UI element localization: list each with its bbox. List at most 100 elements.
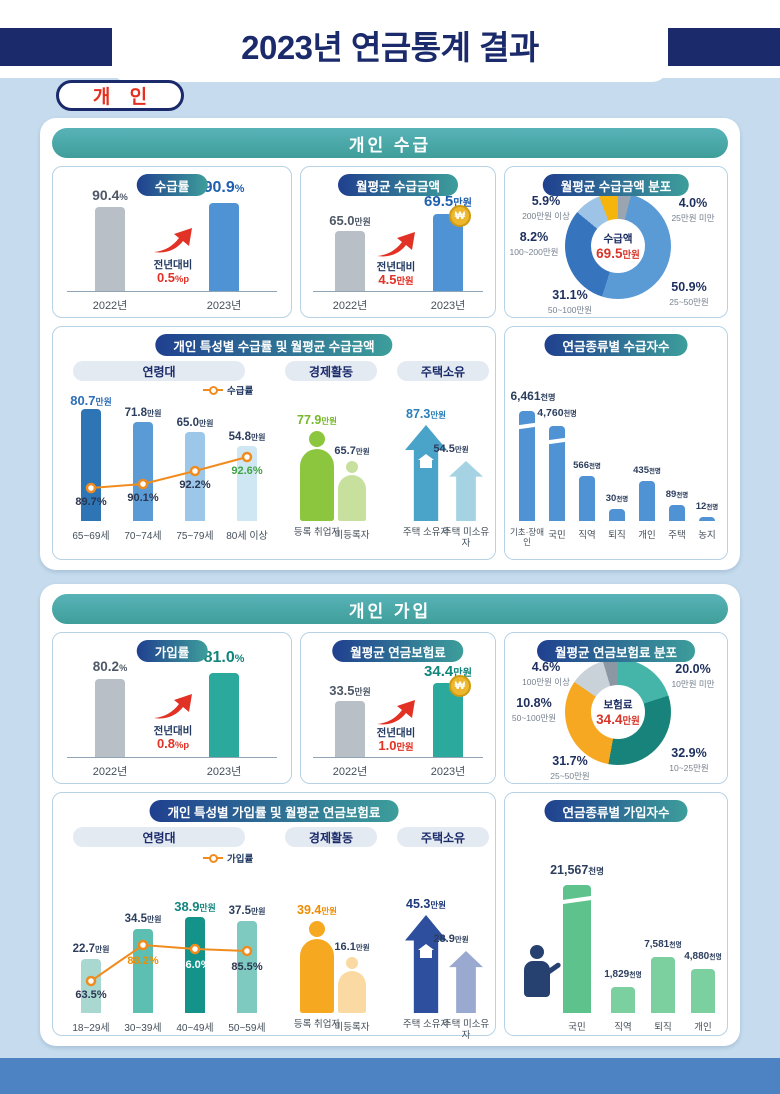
- increase-arrow-icon: [377, 232, 415, 257]
- worker-pictogram: [299, 431, 335, 521]
- house-cat: 주택 소유자: [402, 527, 450, 538]
- x-axis: [67, 757, 277, 758]
- bar-2022: [335, 701, 365, 757]
- slice-label: 5.9% 200만원 이상: [522, 194, 570, 221]
- type-bar: [579, 476, 595, 521]
- type-value: 89천명: [665, 489, 689, 500]
- delta-label: 전년대비: [376, 727, 416, 739]
- house-group-label: 주택소유: [397, 827, 489, 847]
- cat-2023: 2023년: [430, 766, 466, 778]
- house-icon: [418, 453, 434, 468]
- age-cat: 70~74세: [124, 531, 162, 542]
- type-bar: [651, 957, 675, 1013]
- type-bar: [639, 481, 655, 521]
- econ-cat: 등록 취업자: [293, 1019, 341, 1030]
- person-body-icon: [338, 971, 366, 1013]
- bar-2023: [209, 673, 239, 757]
- house-owner-arrow: [405, 915, 447, 1013]
- title-panel: 2023년 연금통계 결과: [112, 8, 668, 82]
- type-bar: [611, 987, 635, 1013]
- econ-value: 77.9만원: [297, 413, 337, 427]
- type-bar: [563, 885, 591, 1013]
- cat-2022: 2022년: [92, 300, 128, 312]
- value-2022: 80.2%: [92, 659, 128, 674]
- receipt-dist-donut: [565, 193, 671, 299]
- cat-2022: 2022년: [332, 300, 368, 312]
- rate-point-label: 89.7%: [75, 496, 107, 508]
- rate-line-chart: [85, 451, 253, 494]
- rate-point-label: 92.6%: [231, 465, 263, 477]
- receipt-rate-title: 수급률: [136, 174, 208, 196]
- bar-2022: [95, 207, 125, 291]
- rate-point-label: 90.1%: [127, 492, 159, 504]
- page-title: 2023년 연금통계 결과: [241, 29, 539, 66]
- value-2023: 81.0%: [203, 649, 245, 666]
- age-cat: 80세 이상: [226, 531, 268, 542]
- age-bar-value: 71.8만원: [124, 407, 162, 419]
- subscribers-by-type-title: 연금종류별 가입자수: [544, 800, 688, 822]
- person-head-icon: [346, 461, 358, 473]
- donut-center-label: 보험료: [603, 699, 633, 711]
- businessman-icon: [519, 945, 562, 1009]
- cat-2022: 2022년: [92, 766, 128, 778]
- rate-point-label: 86.0%: [179, 959, 211, 971]
- legend-line-icon: [203, 385, 223, 395]
- delta-label: 전년대비: [376, 261, 416, 273]
- man-head-icon: [530, 945, 544, 959]
- age-group-label: 연령대: [73, 827, 245, 847]
- donut-center: 수급액 69.5만원: [588, 231, 648, 261]
- person-body-icon: [338, 475, 366, 521]
- value-2023: 34.4만원: [424, 663, 472, 680]
- section-join: 개인 가입 가입률 80.2% 81.0% 전년대비 0.8%p 2022년 2…: [40, 584, 740, 1046]
- type-bar: [669, 505, 685, 521]
- age-bar: [237, 921, 257, 1013]
- age-cat: 65~69세: [72, 531, 110, 542]
- rate-legend: 가입률: [203, 851, 253, 865]
- footer-band: [0, 1058, 780, 1094]
- slice-label: 31.7% 25~50만원: [550, 754, 590, 781]
- cat-2023: 2023년: [206, 300, 242, 312]
- value-2022: 90.4%: [92, 187, 128, 203]
- bar-2023: [209, 203, 239, 291]
- delta-value: 4.5만원: [378, 272, 414, 287]
- premium-dist-donut: [565, 659, 671, 765]
- type-cat: 개인: [694, 1022, 712, 1033]
- slice-label: 4.6% 100만원 이상: [522, 660, 570, 687]
- value-2023: 69.5만원: [424, 193, 472, 210]
- individual-badge: 개 인: [56, 80, 184, 111]
- age-bar: [81, 409, 101, 521]
- age-cat: 40~49세: [176, 1023, 214, 1034]
- type-cat: 직역: [614, 1022, 632, 1033]
- type-value: 7,581천명: [644, 939, 682, 950]
- age-bar-value: 65.0만원: [176, 417, 214, 429]
- value-2022: 33.5만원: [329, 683, 371, 698]
- econ-group-label: 경제활동: [285, 361, 377, 381]
- age-bar-value: 80.7만원: [70, 393, 112, 408]
- section-join-title: 개인 가입: [52, 594, 728, 624]
- increase-arrow-icon: [154, 228, 192, 253]
- type-cat: 기초·장애인: [509, 527, 545, 548]
- age-bar: [185, 917, 205, 1013]
- rate-legend: 수급률: [203, 383, 253, 397]
- type-cat: 직역: [578, 530, 596, 541]
- receipt-amount-panel: 월평균 수급금액 ₩ 65.0만원 69.5만원 전년대비 4.5만원 2022…: [300, 166, 496, 318]
- type-cat: 국민: [548, 530, 566, 541]
- type-bar: [691, 969, 715, 1013]
- join-by-characteristic-title: 개인 특성별 가입률 및 월평균 연금보험료: [149, 800, 399, 822]
- age-bar-value: 37.5만원: [228, 905, 266, 917]
- nonworker-pictogram: [337, 957, 367, 1013]
- join-by-characteristic-panel: 개인 특성별 가입률 및 월평균 연금보험료 연령대 경제활동 주택소유 가입률…: [52, 792, 496, 1041]
- person-head-icon: [309, 921, 325, 937]
- x-axis: [313, 291, 483, 292]
- type-bar: [519, 411, 535, 521]
- type-cat: 주택: [668, 530, 686, 541]
- premium-dist-panel: 월평균 연금보험료 분포 보험료 34.4만원 4.6% 100만원 이상 20.…: [504, 632, 728, 784]
- type-value: 4,760천명: [537, 407, 577, 419]
- rate-point-label: 63.5%: [75, 989, 107, 1001]
- value-2023: 90.9%: [203, 179, 245, 196]
- receipt-by-characteristic-panel: 개인 특성별 수급률 및 월평균 수급금액 연령대 경제활동 주택소유 수급률 …: [52, 326, 496, 560]
- receipt-dist-panel: 월평균 수급금액 분포 수급액 69.5만원 5.9% 200만원 이상 4.0%…: [504, 166, 728, 318]
- econ-group-label: 경제활동: [285, 827, 377, 847]
- econ-value: 65.7만원: [334, 445, 370, 457]
- man-arm-icon: [542, 961, 562, 978]
